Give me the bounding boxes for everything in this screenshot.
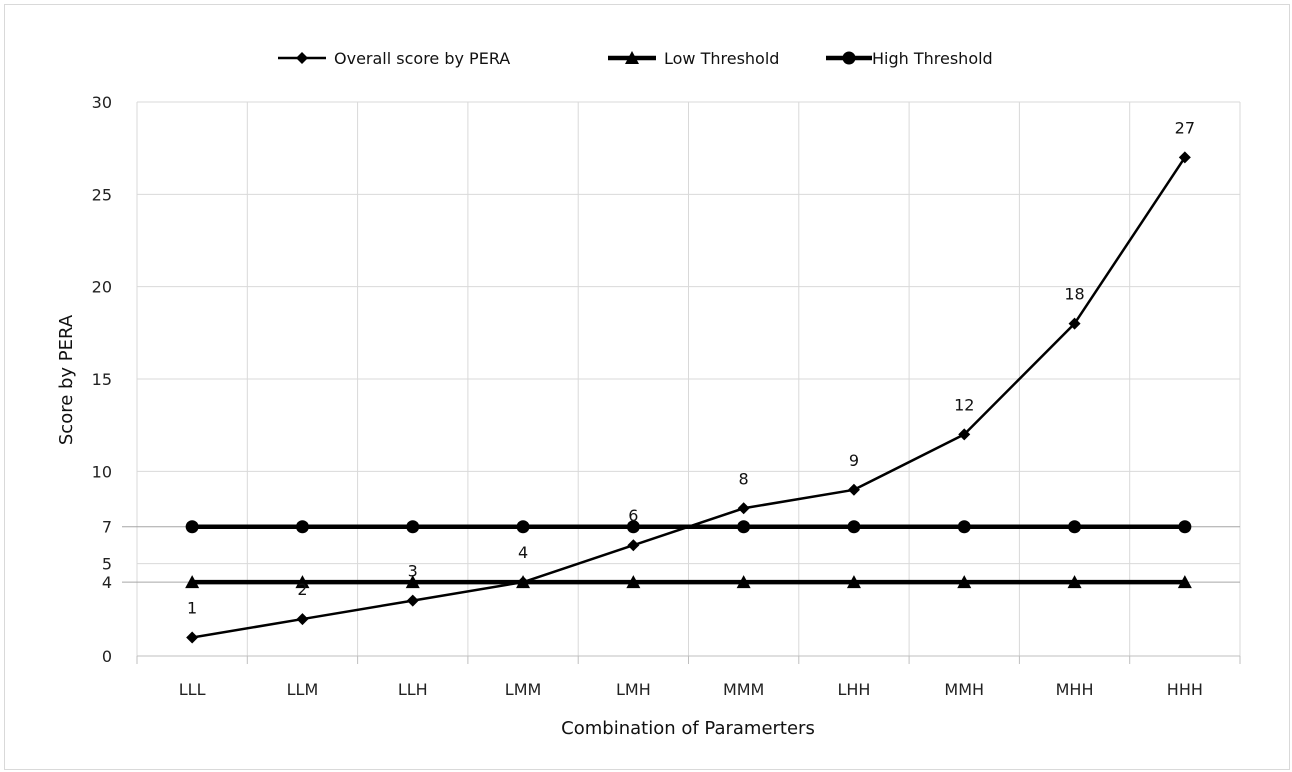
legend-circle-marker <box>842 51 856 65</box>
y-tick-label: 5 <box>102 555 112 574</box>
y-tick-label: 25 <box>92 185 112 204</box>
x-tick-label: LHH <box>837 680 870 699</box>
diamond-point <box>517 576 530 589</box>
triangle-point <box>846 575 861 589</box>
axes <box>136 655 1241 664</box>
circle-point <box>847 520 861 534</box>
data-label: 3 <box>408 562 418 581</box>
legend-label: Low Threshold <box>664 49 779 68</box>
x-tick-labels: LLL LLM LLH LMM LMH MMM LHH MMH MHH HHH <box>179 680 1203 699</box>
diamond-point <box>296 613 309 626</box>
circle-point <box>1178 520 1192 534</box>
y-tick-label: 10 <box>92 462 112 481</box>
diamond-point <box>958 428 971 441</box>
diamond-point <box>627 539 640 552</box>
circle-point <box>295 520 309 534</box>
x-tick-label: MHH <box>1056 680 1094 699</box>
triangle-point <box>295 575 310 589</box>
x-axis-title: Combination of Paramerters <box>561 718 815 739</box>
series-line <box>191 156 1186 639</box>
triangle-point <box>405 575 420 589</box>
triangle-point <box>185 575 200 589</box>
diamond-point <box>737 502 750 515</box>
legend-diamond-marker <box>296 52 308 64</box>
x-tick-label: HHH <box>1167 680 1203 699</box>
circle-point <box>1068 520 1082 534</box>
y-axis-title: Score by PERA <box>56 314 77 445</box>
data-label: 4 <box>518 543 528 562</box>
triangle-point <box>1067 575 1082 589</box>
circle-point <box>626 520 640 534</box>
x-tick-label: LMH <box>616 680 651 699</box>
series-group <box>185 151 1192 644</box>
circle-point <box>185 520 199 534</box>
data-label: 9 <box>849 451 859 470</box>
data-label: 18 <box>1064 285 1084 304</box>
y-tick-label: 15 <box>92 370 112 389</box>
diamond-point <box>1178 151 1191 164</box>
data-label: 8 <box>739 469 749 488</box>
diamond-point <box>186 631 199 644</box>
y-tick-label: 0 <box>102 647 112 666</box>
x-tick-label: LLH <box>398 680 428 699</box>
diamond-point <box>1068 317 1081 330</box>
legend: Overall score by PERA Low Threshold High T… <box>278 49 993 68</box>
diamond-point <box>406 594 419 607</box>
circle-point <box>516 520 530 534</box>
x-tick-label: MMH <box>944 680 984 699</box>
data-label: 1 <box>187 599 197 618</box>
y-tick-label: 4 <box>102 573 112 592</box>
diamond-point <box>847 483 860 496</box>
circle-point <box>737 520 751 534</box>
triangle-point <box>957 575 972 589</box>
y-tick-label: 20 <box>92 278 112 297</box>
data-label: 6 <box>628 506 638 525</box>
legend-triangle-marker <box>625 51 639 64</box>
y-tick-label: 30 <box>92 93 112 112</box>
chart-frame <box>4 4 1290 770</box>
data-label: 12 <box>954 395 974 414</box>
circle-point <box>957 520 971 534</box>
grid-lines <box>122 101 1241 656</box>
data-label: 27 <box>1175 118 1195 137</box>
circle-point <box>406 520 420 534</box>
x-tick-label: LLL <box>179 680 206 699</box>
data-label: 2 <box>297 580 307 599</box>
x-tick-label: LMM <box>505 680 542 699</box>
x-tick-label: LLM <box>287 680 319 699</box>
y-tick-label: 7 <box>102 518 112 537</box>
y-tick-labels: 0 45 7 10 15 20 25 30 <box>92 93 112 666</box>
x-tick-label: MMM <box>723 680 764 699</box>
triangle-point <box>626 575 641 589</box>
legend-label: High Threshold <box>872 49 993 68</box>
legend-label: Overall score by PERA <box>334 49 510 68</box>
triangle-point <box>1177 575 1192 589</box>
triangle-point <box>736 575 751 589</box>
